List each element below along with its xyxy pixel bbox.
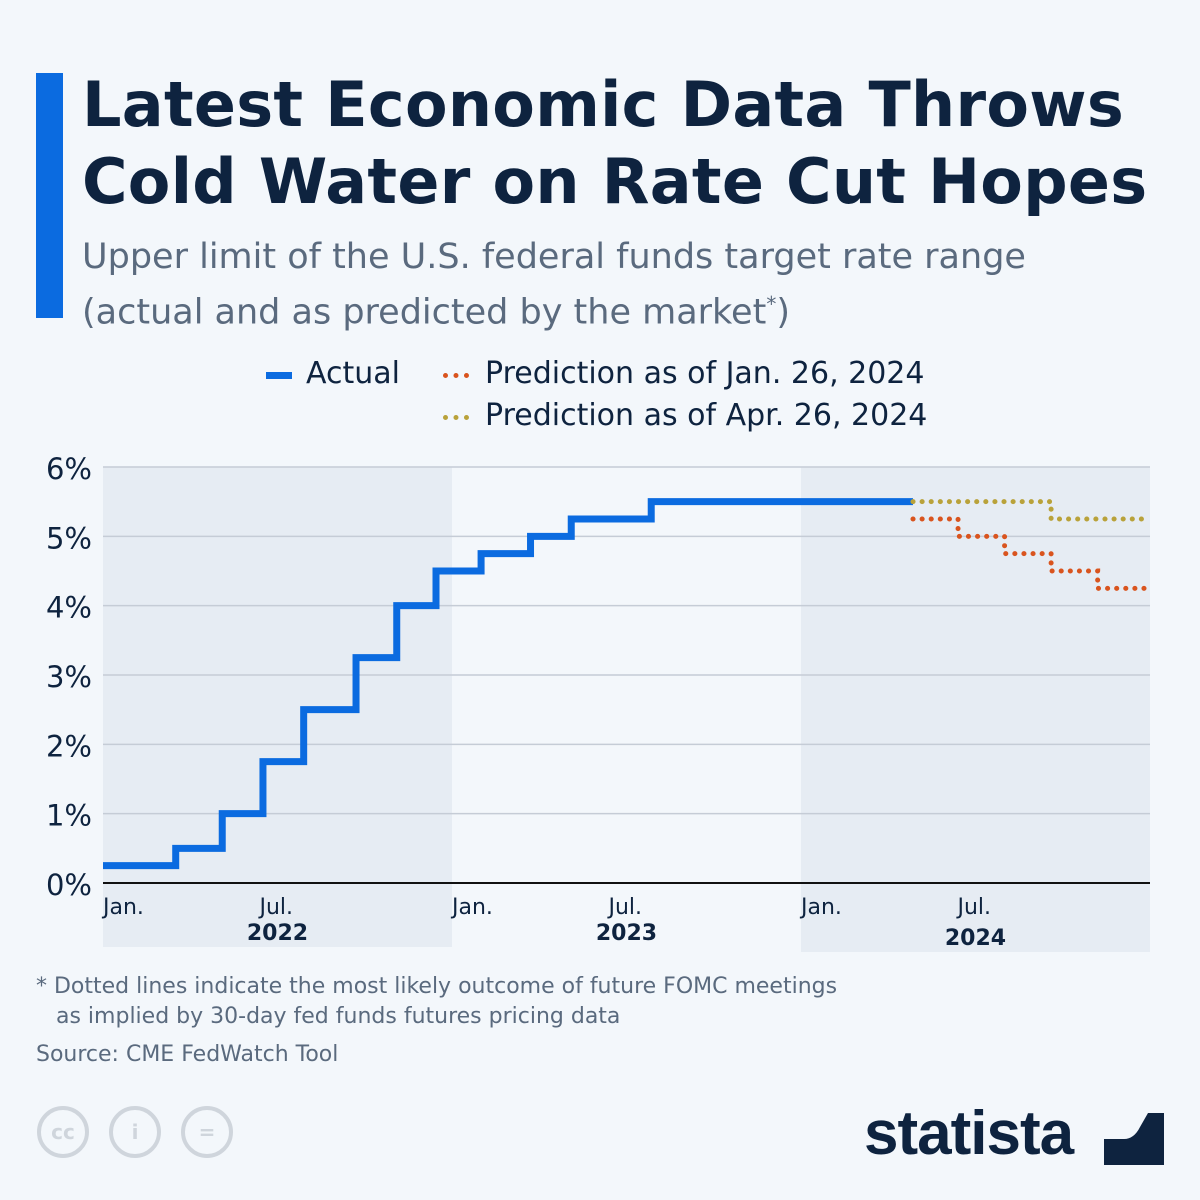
- cc-icon-text: cc: [51, 1120, 75, 1144]
- legend-actual: Actual: [306, 356, 400, 391]
- y-tick-label: 0%: [46, 868, 92, 902]
- series-actual-line: [103, 498, 913, 870]
- year-band-2022: [103, 467, 452, 947]
- legend-jan-prediction: Prediction as of Jan. 26, 2024: [485, 356, 925, 391]
- subtitle-footnote-mark: *: [766, 292, 777, 316]
- series-jan-prediction-line: [910, 516, 1153, 591]
- legend-swatch-apr: [443, 415, 469, 420]
- subtitle-close: ): [776, 292, 790, 333]
- no-derivatives-icon[interactable]: =: [181, 1106, 233, 1158]
- attribution-icon[interactable]: i: [109, 1106, 161, 1158]
- year-band-2024: [801, 467, 1150, 952]
- legend-swatch-actual: [266, 372, 292, 379]
- y-tick-label: 5%: [46, 521, 92, 555]
- series-apr-prediction-line: [910, 499, 1153, 522]
- year-label: 2024: [945, 926, 1006, 951]
- title-line-2: Cold Water on Rate Cut Hopes: [82, 145, 1148, 218]
- y-tick-label: 6%: [46, 452, 92, 486]
- statista-logo-icon: [1104, 1105, 1164, 1165]
- statista-logo-text: statista: [864, 1099, 1074, 1168]
- chart-subtitle: Upper limit of the U.S. federal funds ta…: [82, 234, 1026, 337]
- y-tick-label: 3%: [46, 660, 92, 694]
- x-tick-label: Jul.: [607, 895, 643, 920]
- subtitle-text: (actual and as predicted by the market: [82, 292, 767, 333]
- year-label: 2023: [596, 921, 657, 946]
- source-note: Source: CME FedWatch Tool: [36, 1042, 339, 1067]
- legend-swatch-jan: [443, 373, 469, 378]
- title-accent-bar: [36, 73, 63, 318]
- x-tick-label: Jan.: [799, 895, 842, 920]
- x-tick-label: Jul.: [956, 895, 992, 920]
- x-tick-label: Jan.: [101, 895, 144, 920]
- chart-title: Latest Economic Data Throws Cold Water o…: [82, 66, 1147, 220]
- y-tick-label: 4%: [46, 591, 92, 625]
- footnote-line-2: as implied by 30-day fed funds futures p…: [56, 1004, 621, 1029]
- statista-logo[interactable]: statista: [864, 1098, 1074, 1169]
- legend-apr-prediction: Prediction as of Apr. 26, 2024: [485, 398, 928, 433]
- subtitle-line-2: (actual and as predicted by the market*): [82, 281, 1026, 337]
- y-tick-label: 2%: [46, 729, 92, 763]
- no-derivatives-icon-text: =: [198, 1120, 216, 1144]
- x-tick-label: Jan.: [450, 895, 493, 920]
- y-tick-label: 1%: [46, 799, 92, 833]
- attribution-icon-text: i: [131, 1120, 139, 1144]
- subtitle-line-1: Upper limit of the U.S. federal funds ta…: [82, 237, 1026, 277]
- year-label: 2022: [247, 921, 308, 946]
- footnote-line-1: * Dotted lines indicate the most likely …: [36, 974, 838, 999]
- x-tick-label: Jul.: [258, 895, 294, 920]
- title-line-1: Latest Economic Data Throws: [82, 68, 1125, 141]
- cc-license-icon[interactable]: cc: [37, 1106, 89, 1158]
